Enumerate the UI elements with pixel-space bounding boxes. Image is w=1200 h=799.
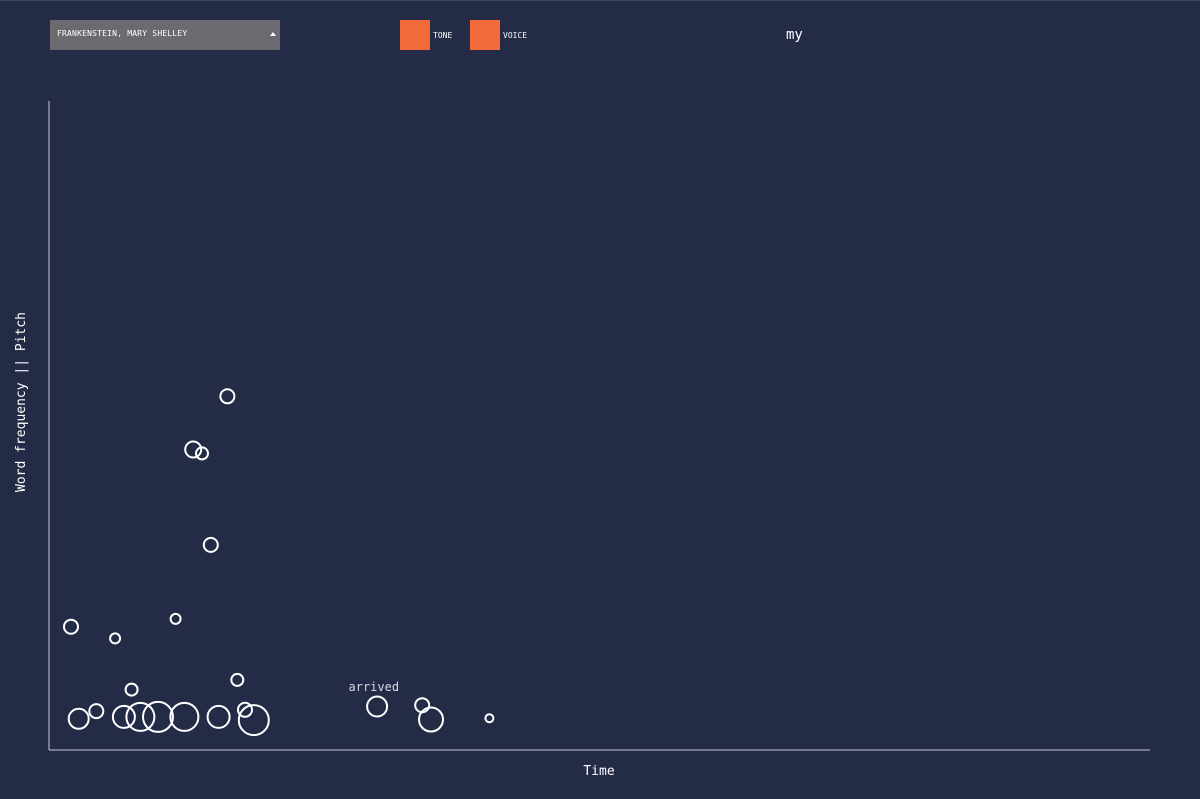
annotations-layer: arrived xyxy=(349,680,400,694)
data-point-12 xyxy=(202,536,219,553)
y-axis-label: Word frequency || Pitch xyxy=(14,312,29,492)
data-point-21 xyxy=(484,713,495,724)
data-point-13 xyxy=(206,704,231,729)
voice-toggle[interactable]: VOICE xyxy=(470,20,540,50)
points-layer xyxy=(63,388,495,737)
data-point-15 xyxy=(230,672,245,687)
data-point-2 xyxy=(88,703,105,720)
tone-label: TONE xyxy=(433,31,453,40)
data-point-5 xyxy=(124,682,139,697)
data-point-20 xyxy=(418,706,444,733)
tone-swatch xyxy=(400,20,430,50)
data-point-8 xyxy=(169,612,182,625)
voice-label: VOICE xyxy=(503,31,528,40)
caret-up-icon xyxy=(270,32,276,36)
data-point-7 xyxy=(142,700,174,733)
data-point-14 xyxy=(219,388,236,405)
voice-swatch xyxy=(470,20,500,50)
tone-toggle[interactable]: TONE xyxy=(400,20,470,50)
data-point-3 xyxy=(109,632,122,645)
data-point-11 xyxy=(195,446,209,461)
book-select-value: FRANKENSTEIN, MARY SHELLEY xyxy=(57,29,188,38)
data-point-17 xyxy=(237,704,270,737)
annotation-label-0: arrived xyxy=(349,680,400,694)
data-point-9 xyxy=(169,701,200,732)
data-point-10 xyxy=(184,440,203,459)
data-point-18 xyxy=(366,695,389,718)
data-point-6 xyxy=(125,701,156,732)
x-axis-label: Time xyxy=(583,764,614,779)
top-border xyxy=(0,0,1200,1)
data-point-0 xyxy=(63,618,79,635)
book-select[interactable]: FRANKENSTEIN, MARY SHELLEY xyxy=(50,20,280,50)
data-point-16 xyxy=(237,701,253,718)
current-word: my xyxy=(786,27,803,43)
data-point-4 xyxy=(111,704,136,729)
data-point-1 xyxy=(67,707,90,730)
